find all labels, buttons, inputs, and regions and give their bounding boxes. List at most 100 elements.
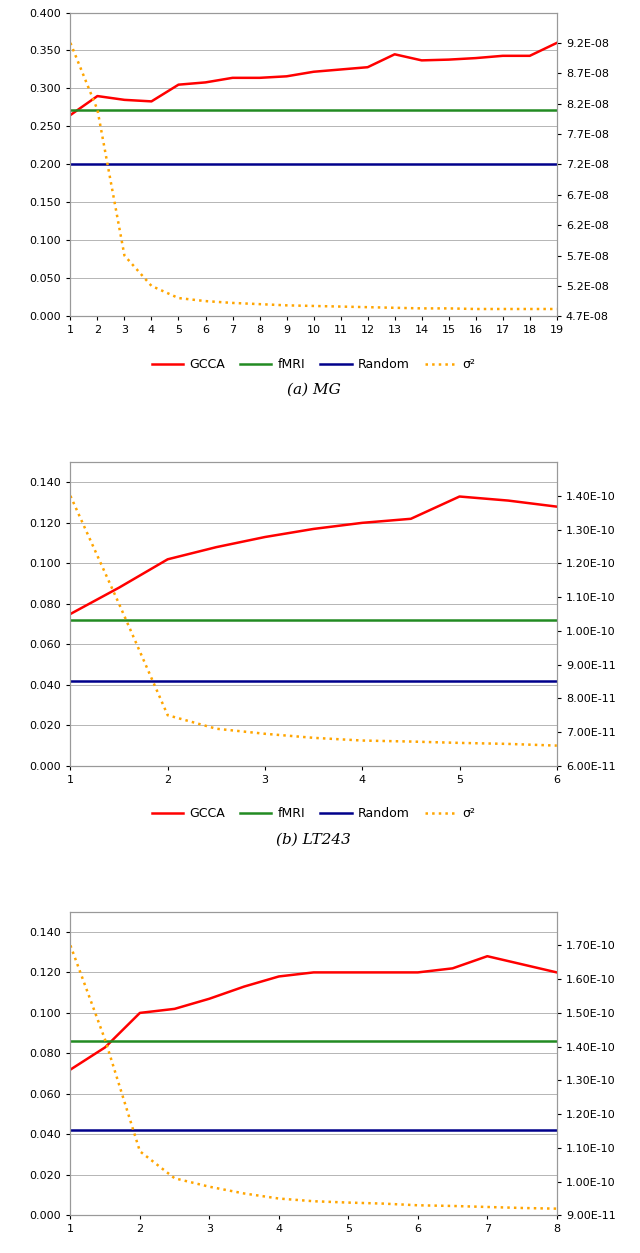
Line: σ²: σ² [70,496,557,746]
σ² [93,103,101,118]
σ² [364,299,371,315]
GCCA [240,979,248,994]
GCCA [310,521,317,536]
GCCA [120,93,128,108]
GCCA [202,75,209,90]
σ² [175,291,182,306]
σ² [310,1194,317,1209]
GCCA [553,499,561,514]
σ² [136,1144,144,1159]
GCCA [93,89,101,104]
Line: σ²: σ² [70,43,557,309]
σ² [380,1197,387,1212]
GCCA [256,70,264,85]
σ² [553,302,561,317]
σ² [164,708,172,723]
GCCA [67,606,74,621]
GCCA [310,64,317,79]
Text: (a) MG: (a) MG [287,383,340,397]
σ² [67,35,74,50]
GCCA [228,70,236,85]
GCCA [364,60,371,75]
GCCA [472,50,479,65]
Legend: GCCA, fMRI, Random, σ²: GCCA, fMRI, Random, σ² [147,353,480,376]
σ² [344,1195,352,1210]
GCCA [504,492,512,507]
GCCA [380,965,387,980]
GCCA [449,961,456,976]
σ² [171,1170,179,1185]
σ² [418,301,426,316]
σ² [256,297,264,312]
GCCA [261,530,269,545]
Line: σ²: σ² [70,946,557,1209]
σ² [504,737,512,752]
σ² [228,296,236,311]
GCCA [391,46,399,61]
Line: GCCA: GCCA [70,956,557,1070]
GCCA [456,489,463,504]
GCCA [275,969,283,984]
σ² [499,302,507,317]
σ² [205,1179,213,1194]
GCCA [67,108,74,123]
GCCA [337,61,344,76]
GCCA [553,965,561,980]
GCCA [175,78,182,93]
GCCA [205,991,213,1006]
GCCA [310,965,317,980]
GCCA [115,580,123,595]
σ² [337,299,344,315]
σ² [518,1200,526,1215]
σ² [240,1185,248,1200]
σ² [310,730,317,746]
Line: GCCA: GCCA [70,496,557,614]
GCCA [212,540,220,555]
σ² [115,596,123,611]
GCCA [148,94,156,109]
GCCA [344,965,352,980]
σ² [148,278,156,293]
Text: (b) LT243: (b) LT243 [276,833,351,847]
σ² [120,248,128,263]
σ² [553,738,561,753]
GCCA [483,949,491,964]
σ² [391,301,399,316]
GCCA [518,957,526,972]
σ² [202,293,209,308]
GCCA [414,965,422,980]
σ² [449,1198,456,1213]
GCCA [67,1063,74,1078]
σ² [553,1202,561,1217]
σ² [414,1198,422,1213]
GCCA [407,511,415,526]
σ² [67,489,74,504]
σ² [283,298,291,313]
GCCA [136,1005,144,1020]
GCCA [283,69,291,84]
Legend: GCCA, fMRI, Random, σ²: GCCA, fMRI, Random, σ² [147,802,480,826]
GCCA [171,1001,179,1016]
GCCA [553,35,561,50]
σ² [483,1199,491,1214]
σ² [407,734,415,749]
σ² [472,302,479,317]
GCCA [358,515,366,530]
σ² [456,736,463,751]
GCCA [526,49,534,64]
GCCA [499,49,507,64]
σ² [445,301,452,316]
σ² [358,733,366,748]
σ² [101,1032,109,1048]
GCCA [164,551,172,566]
σ² [212,722,220,737]
σ² [526,302,534,317]
σ² [310,298,317,313]
σ² [261,727,269,742]
GCCA [101,1040,109,1055]
GCCA [445,53,452,68]
σ² [67,938,74,954]
σ² [275,1192,283,1207]
Line: GCCA: GCCA [70,43,557,115]
GCCA [418,53,426,68]
